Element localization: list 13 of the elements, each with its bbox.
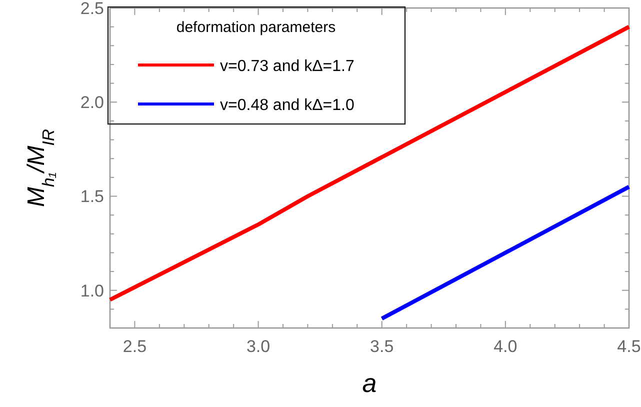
y-tick-label: 1.5 — [80, 187, 104, 206]
legend-label: v=0.48 and kΔ=1.0 — [220, 97, 354, 114]
y-tick-label: 2.0 — [80, 93, 104, 112]
x-tick-label: 2.5 — [122, 337, 147, 356]
x-axis-title: a — [362, 368, 377, 398]
x-tick-label: 4.5 — [617, 337, 641, 356]
x-tick-label: 3.5 — [370, 337, 394, 356]
y-tick-label: 2.5 — [80, 0, 104, 18]
x-tick-label: 3.0 — [246, 337, 270, 356]
y-tick-label: 1.0 — [80, 281, 104, 300]
legend-label: v=0.73 and kΔ=1.7 — [220, 58, 354, 75]
legend-title: deformation parameters — [176, 19, 336, 36]
x-tick-label: 4.0 — [494, 337, 518, 356]
